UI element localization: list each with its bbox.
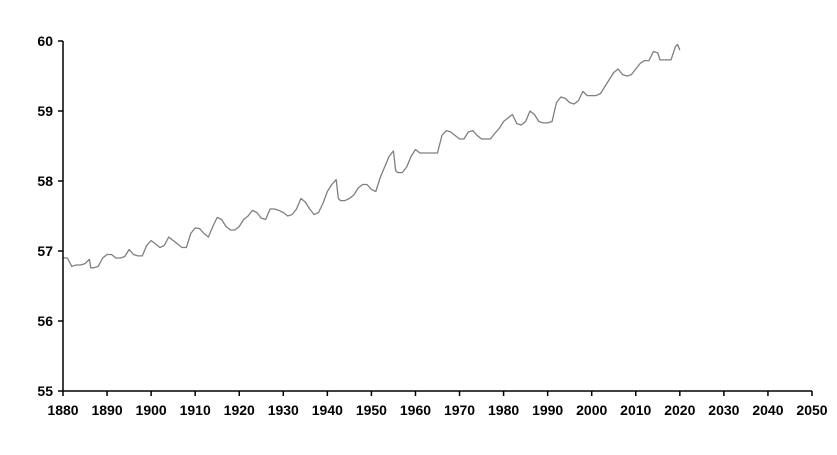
x-tick-label: 2010 [620,402,651,418]
x-tick-label: 1980 [488,402,519,418]
x-tick-label: 1930 [268,402,299,418]
tick-labels-layer: 55 56 57 58 59 60 1880 1890 1900 1910 1920 1930 1940… [37,33,827,418]
x-tick-label: 2030 [708,402,739,418]
x-tick-label: 1920 [224,402,255,418]
y-tick-label: 59 [37,103,53,119]
x-tick-label: 1960 [400,402,431,418]
x-tick-label: 1940 [312,402,343,418]
x-tick-label: 1880 [47,402,78,418]
y-tick-label: 58 [37,173,53,189]
series-layer [63,43,681,269]
x-tick-label: 1910 [180,402,211,418]
series-line-0 [63,43,681,269]
axes-layer [58,40,813,396]
y-tick-label: 60 [37,33,53,49]
x-tick-label: 1990 [532,402,563,418]
x-tick-label: 1950 [356,402,387,418]
x-tick-label: 1900 [136,402,167,418]
x-tick-label: 2050 [796,402,827,418]
x-tick-label: 2020 [664,402,695,418]
x-tick-label: 2000 [576,402,607,418]
y-tick-label: 55 [37,383,53,399]
y-tick-label: 57 [37,243,53,259]
x-tick-label: 1970 [444,402,475,418]
x-tick-label: 1890 [91,402,122,418]
x-tick-label: 2040 [752,402,783,418]
y-tick-label: 56 [37,313,53,329]
